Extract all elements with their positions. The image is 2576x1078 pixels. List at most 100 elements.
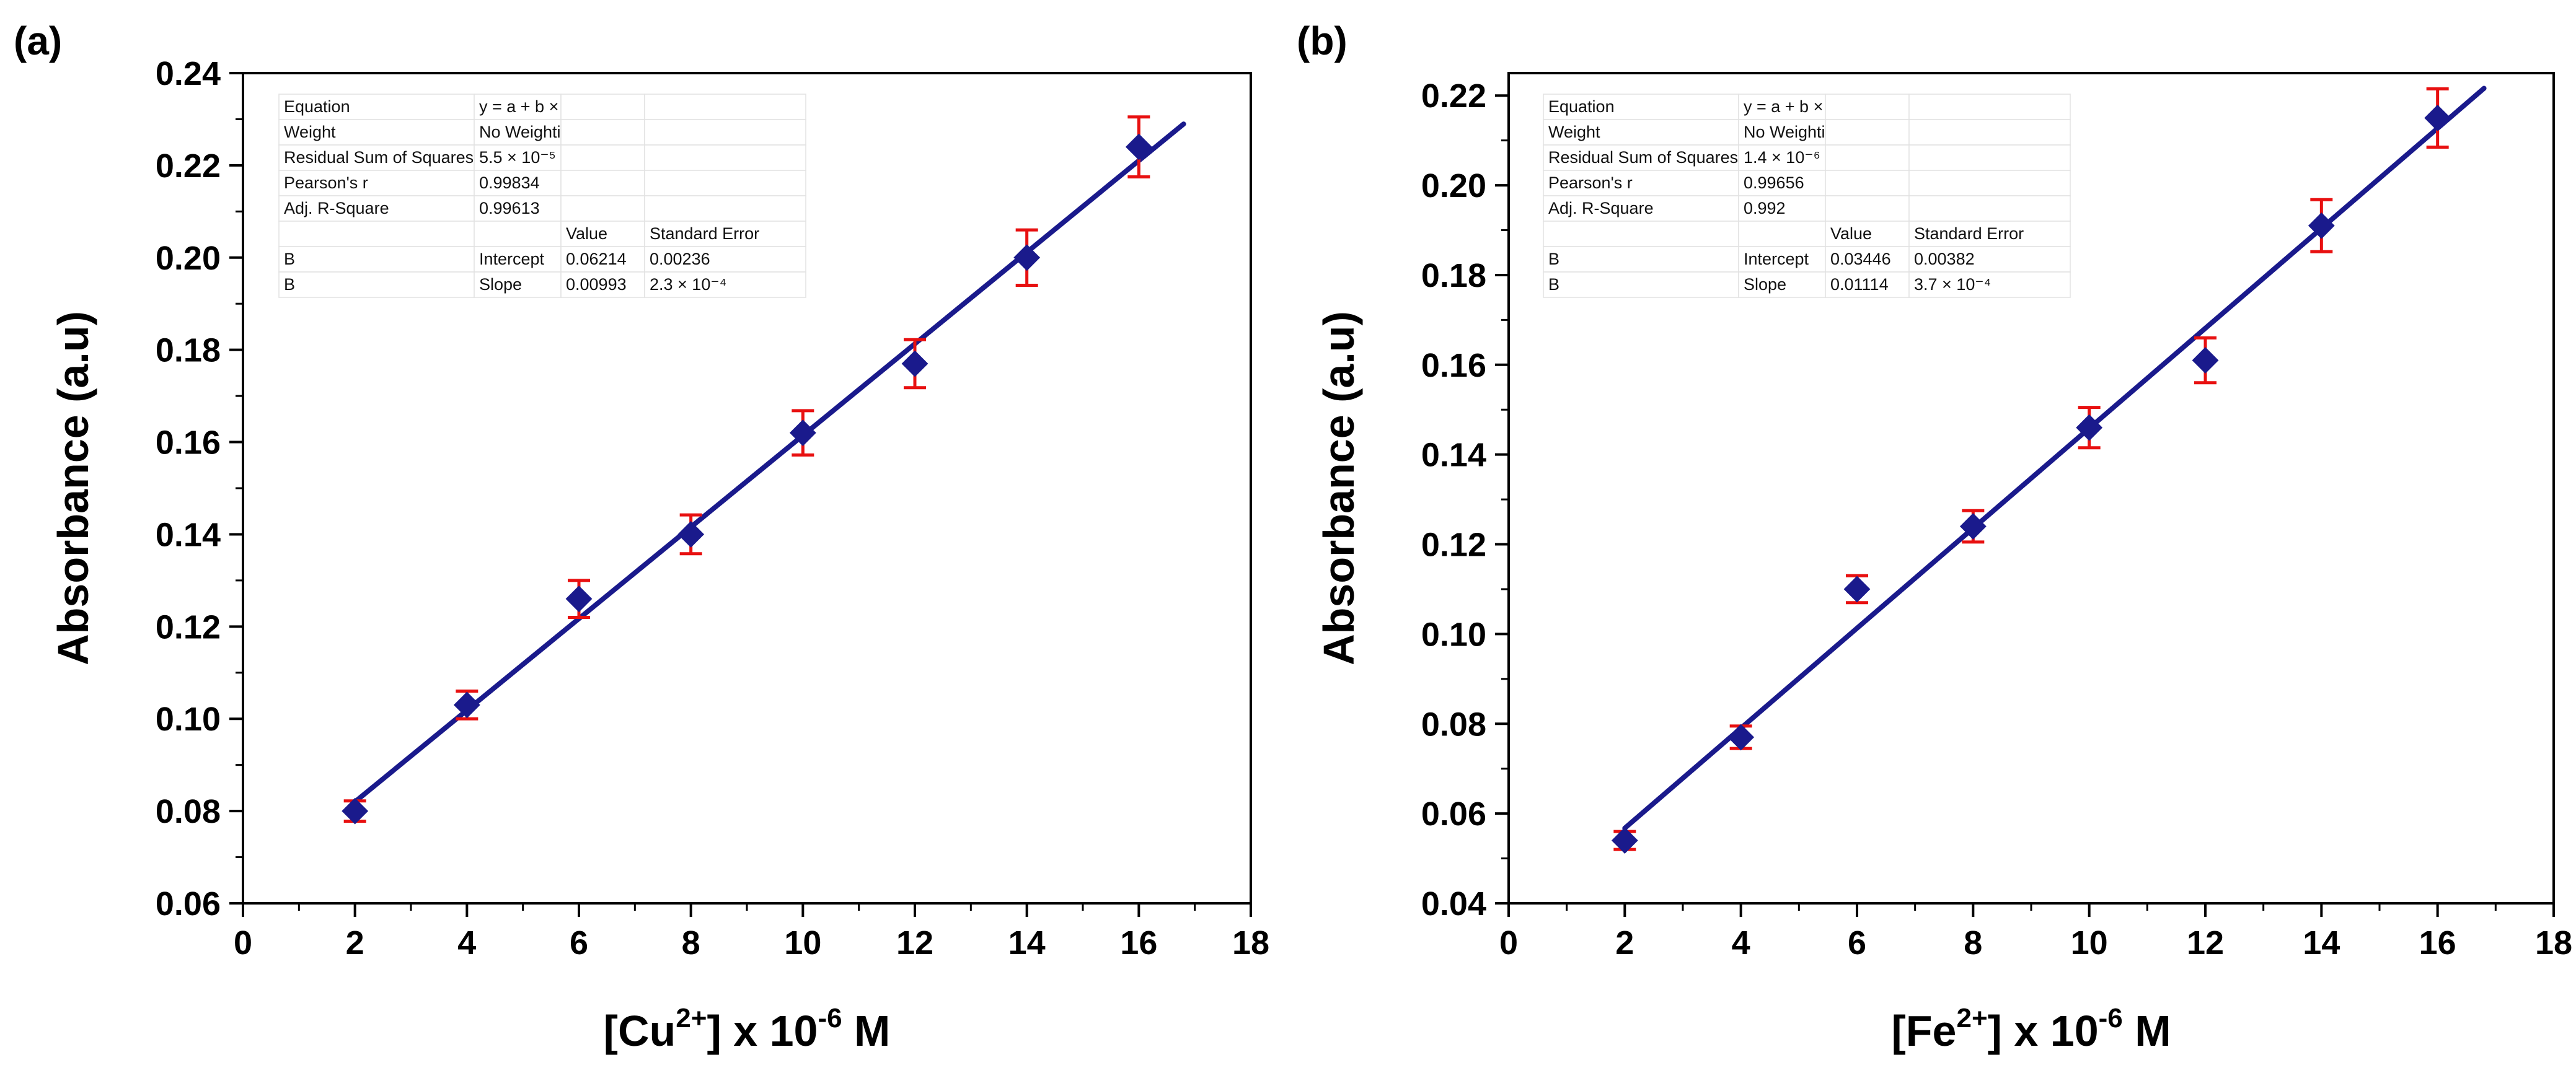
fit-table-text: 0.992 — [1744, 199, 1786, 217]
fit-table-cell — [1825, 221, 1910, 247]
x-axis-title: [Fe2+] x 10-6 M — [1891, 1003, 2171, 1055]
x-axis-title-superscript: 2+ — [1956, 1003, 1987, 1033]
x-tick-label: 8 — [1964, 924, 1982, 962]
fit-table-text: 0.99656 — [1744, 173, 1804, 192]
fit-table-text: Pearson's r — [284, 173, 368, 192]
y-tick-label: 0.08 — [1421, 706, 1486, 743]
fit-table-text: Slope — [1744, 275, 1786, 294]
fit-table-text: Residual Sum of Squares — [284, 148, 474, 167]
x-tick-label: 0 — [1499, 924, 1518, 962]
fit-table-cell — [1825, 119, 1910, 146]
fit-table-text: Weight — [1548, 123, 1600, 141]
y-tick-label: 0.14 — [156, 516, 221, 553]
data-point — [1959, 513, 1987, 540]
fit-table-cell — [1738, 94, 1826, 120]
x-axis-title-part: [Fe — [1891, 1007, 1956, 1055]
x-tick-label: 16 — [1120, 924, 1157, 962]
x-tick-label: 12 — [896, 924, 933, 962]
fit-table-text: Standard Error — [1914, 224, 2024, 243]
fit-table-cell — [1543, 144, 1739, 171]
x-tick-label: 2 — [1615, 924, 1634, 962]
y-tick-label: 0.12 — [1421, 527, 1486, 564]
data-point — [1611, 827, 1638, 854]
fit-table-cell — [278, 119, 475, 146]
fit-table-cell — [1738, 271, 1826, 298]
fit-table-text: 1.4 × 10⁻⁶ — [1744, 148, 1820, 167]
y-tick-label: 0.20 — [156, 240, 221, 277]
fit-table-text: 5.5 × 10⁻⁵ — [479, 148, 556, 167]
fit-table-cell — [474, 195, 562, 222]
y-tick-label: 0.22 — [156, 147, 221, 185]
fit-table-text: Adj. R-Square — [284, 199, 389, 217]
x-tick-label: 14 — [1008, 924, 1046, 962]
fit-table-cell — [560, 94, 645, 120]
fit-table-text: B — [1548, 250, 1559, 268]
fit-table-text: Adj. R-Square — [1548, 199, 1654, 217]
fit-table-cell — [644, 195, 806, 222]
panel-label: (b) — [1297, 19, 1348, 63]
y-tick-label: 0.06 — [156, 885, 221, 922]
data-point — [1843, 576, 1871, 603]
fit-table-cell — [1738, 195, 1826, 222]
y-tick-label: 0.04 — [1421, 885, 1486, 922]
y-tick-label: 0.22 — [1421, 77, 1486, 115]
fit-table-cell — [474, 221, 562, 247]
y-tick-label: 0.12 — [156, 608, 221, 646]
fit-table-cell — [474, 94, 562, 120]
fit-table-cell — [644, 170, 806, 196]
fit-table-cell — [644, 246, 806, 273]
chart-panel-1: (a) 0 2 4 6 8 10 12 14 16 18 0.06 0.08 0.10 0.12 0.14 0.… — [14, 19, 1269, 1055]
fit-table-text: Value — [1830, 224, 1872, 243]
fit-table-cell — [1908, 195, 2071, 222]
fit-table-text: y = a + b × x — [479, 97, 572, 116]
fit-table-text: 0.00993 — [566, 275, 627, 294]
fit-table-text: Weight — [284, 123, 336, 141]
data-point — [677, 521, 705, 548]
fit-table-cell — [1825, 195, 1910, 222]
data-point — [1013, 244, 1041, 271]
fit-line — [352, 121, 1186, 805]
fit-table-text: 0.00236 — [650, 250, 710, 268]
fit-table-cell — [644, 221, 806, 247]
y-tick-label: 0.18 — [1421, 257, 1486, 294]
data-point — [2076, 414, 2103, 441]
x-axis-title-part: [Cu — [604, 1007, 676, 1055]
fit-table-cell — [560, 195, 645, 222]
x-axis-title-part: ] x 10 — [707, 1007, 818, 1055]
panel-label: (a) — [14, 19, 62, 63]
fit-table-cell — [560, 221, 645, 247]
fit-table-cell — [644, 271, 806, 298]
x-axis-title: [Cu2+] x 10-6 M — [604, 1003, 891, 1055]
y-tick-label: 0.16 — [156, 424, 221, 462]
fit-table-cell — [560, 271, 645, 298]
fit-table-cell — [278, 221, 475, 247]
fit-table-cell — [1543, 246, 1739, 273]
fit-table-cell — [278, 246, 475, 273]
x-tick-label: 18 — [2535, 924, 2572, 962]
fit-table-text: y = a + b × x — [1744, 97, 1837, 116]
fit-table-cell — [1738, 144, 1826, 171]
data-point — [1125, 133, 1152, 160]
y-tick-label: 0.20 — [1421, 167, 1486, 204]
x-tick-label: 16 — [2419, 924, 2456, 962]
fit-table-text: Pearson's r — [1548, 173, 1633, 192]
x-tick-label: 6 — [1848, 924, 1866, 962]
y-tick-label: 0.18 — [156, 332, 221, 369]
x-axis-title-superscript: 2+ — [676, 1003, 707, 1033]
y-tick-label: 0.10 — [1421, 616, 1486, 653]
fit-table-text: B — [1548, 275, 1559, 294]
fit-table-cell — [1543, 195, 1739, 222]
fit-table-cell — [474, 271, 562, 298]
x-tick-label: 0 — [234, 924, 252, 962]
fit-table-cell — [1738, 119, 1826, 146]
x-tick-label: 6 — [570, 924, 588, 962]
fit-table-cell — [560, 119, 645, 146]
fit-table-cell — [560, 144, 645, 171]
fit-table-cell — [644, 119, 806, 146]
x-axis-title-part: ] x 10 — [1988, 1007, 2099, 1055]
fit-table-cell — [1825, 144, 1910, 171]
chart-panel-2: (b) 0 2 4 6 8 10 12 14 16 18 0.04 0.06 0.08 0.10 0.12 0.… — [1297, 19, 2572, 1055]
